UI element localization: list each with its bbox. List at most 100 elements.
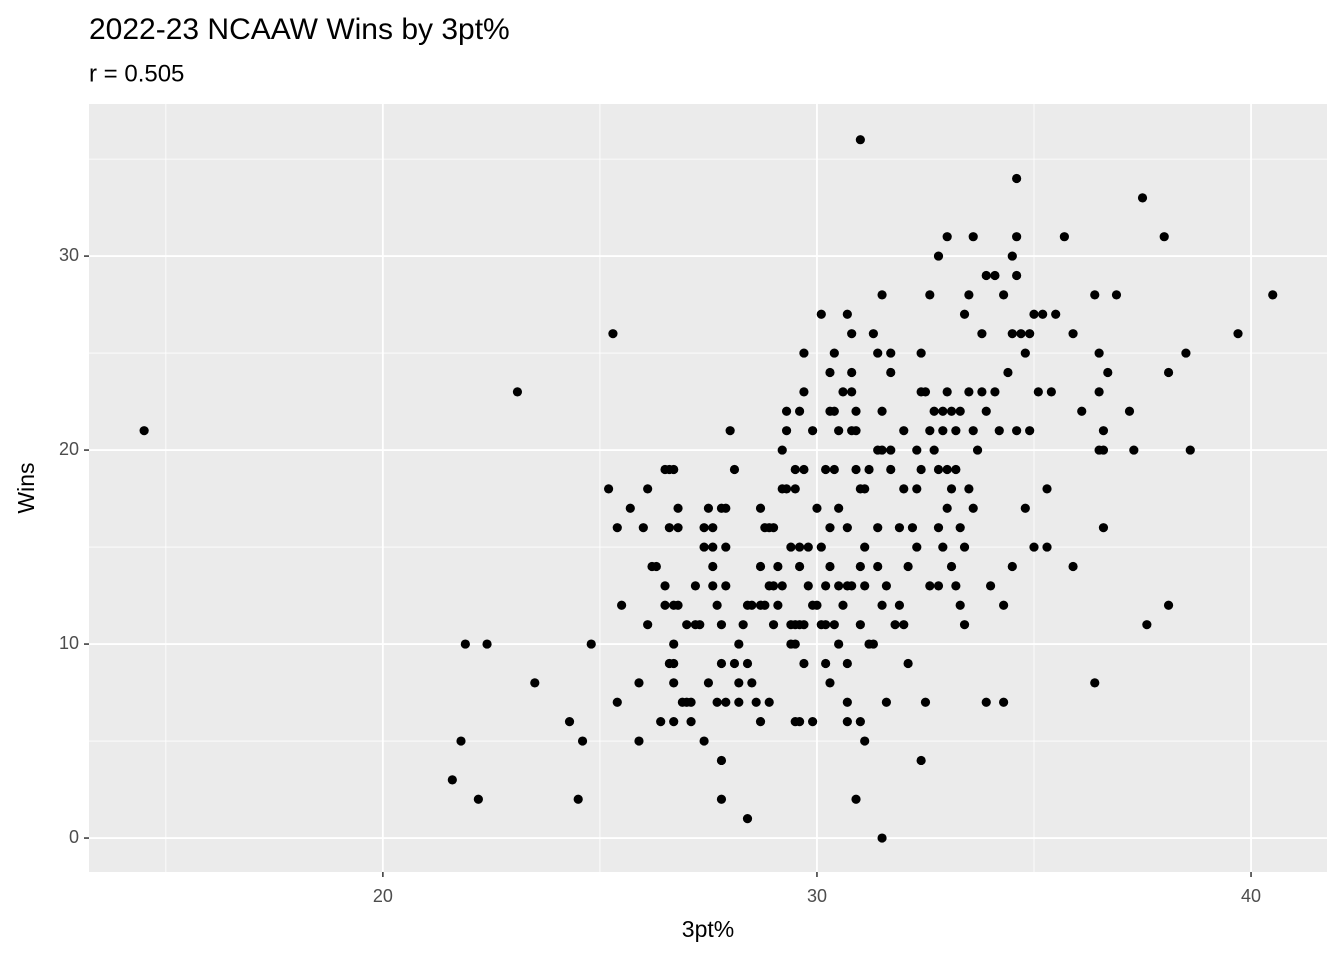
point [139, 426, 149, 436]
point [942, 464, 952, 475]
point [1020, 503, 1030, 513]
point [634, 736, 644, 746]
point [1129, 445, 1139, 455]
point [473, 794, 483, 804]
point [968, 503, 978, 513]
point [860, 484, 870, 494]
point [829, 620, 839, 630]
point [721, 697, 731, 707]
point [669, 678, 679, 688]
point [1094, 348, 1104, 358]
point [829, 406, 839, 416]
point [755, 561, 766, 572]
point [968, 232, 978, 242]
point [981, 406, 991, 416]
point [1163, 600, 1174, 610]
point [790, 639, 800, 649]
panel [89, 104, 1327, 872]
point [612, 697, 622, 707]
point [686, 717, 696, 727]
point [838, 600, 848, 610]
point [669, 639, 679, 649]
point [664, 523, 674, 533]
point [747, 600, 757, 610]
point [512, 387, 523, 397]
point [825, 367, 835, 378]
point [612, 523, 622, 533]
point [1124, 406, 1135, 416]
point [838, 387, 848, 397]
point [1098, 445, 1109, 455]
point [1098, 523, 1109, 533]
point [1181, 348, 1191, 358]
point [860, 542, 870, 552]
point [803, 581, 813, 591]
point [829, 348, 839, 358]
point [899, 484, 909, 494]
point [634, 678, 644, 688]
point [673, 600, 683, 610]
point [916, 755, 926, 766]
point [564, 717, 575, 727]
point [868, 639, 878, 649]
point [929, 406, 939, 416]
point [946, 406, 957, 416]
point [651, 561, 661, 572]
point [868, 329, 878, 339]
point [1098, 426, 1109, 436]
point [890, 620, 900, 630]
point [768, 620, 779, 630]
x-tick-label: 40 [1241, 886, 1261, 906]
point [881, 697, 892, 707]
point [1016, 329, 1026, 339]
point [873, 348, 883, 358]
point [851, 794, 861, 804]
point [964, 387, 974, 397]
point [1268, 290, 1278, 300]
x-tick-label: 20 [373, 886, 393, 906]
point [855, 135, 865, 145]
point [942, 387, 952, 397]
point [699, 523, 709, 533]
point [803, 542, 813, 552]
point [777, 445, 787, 455]
point [721, 503, 731, 513]
point [755, 717, 766, 727]
point [660, 581, 670, 591]
point [1038, 309, 1048, 319]
point [834, 426, 844, 436]
point [847, 367, 857, 378]
point [999, 600, 1009, 610]
point [951, 464, 961, 475]
point [625, 503, 635, 513]
point [855, 620, 865, 630]
point [812, 600, 822, 610]
point [959, 620, 970, 630]
point [946, 484, 957, 494]
point [842, 697, 852, 707]
point [912, 542, 922, 552]
point [708, 523, 718, 533]
point [816, 542, 826, 552]
point [703, 678, 714, 688]
point [1159, 232, 1169, 242]
point [1068, 561, 1078, 572]
point [881, 581, 892, 591]
point [964, 484, 974, 494]
point [1059, 232, 1069, 242]
point [708, 542, 718, 552]
point [781, 406, 792, 416]
point [959, 309, 970, 319]
point [903, 561, 913, 572]
point [799, 348, 809, 358]
point [1020, 348, 1030, 358]
point [729, 658, 740, 669]
x-tick-label: 30 [807, 886, 827, 906]
point [886, 367, 896, 378]
point [656, 717, 666, 727]
point [721, 542, 731, 552]
point [933, 581, 944, 591]
point [1233, 329, 1243, 339]
point [821, 581, 831, 591]
point [799, 464, 809, 475]
